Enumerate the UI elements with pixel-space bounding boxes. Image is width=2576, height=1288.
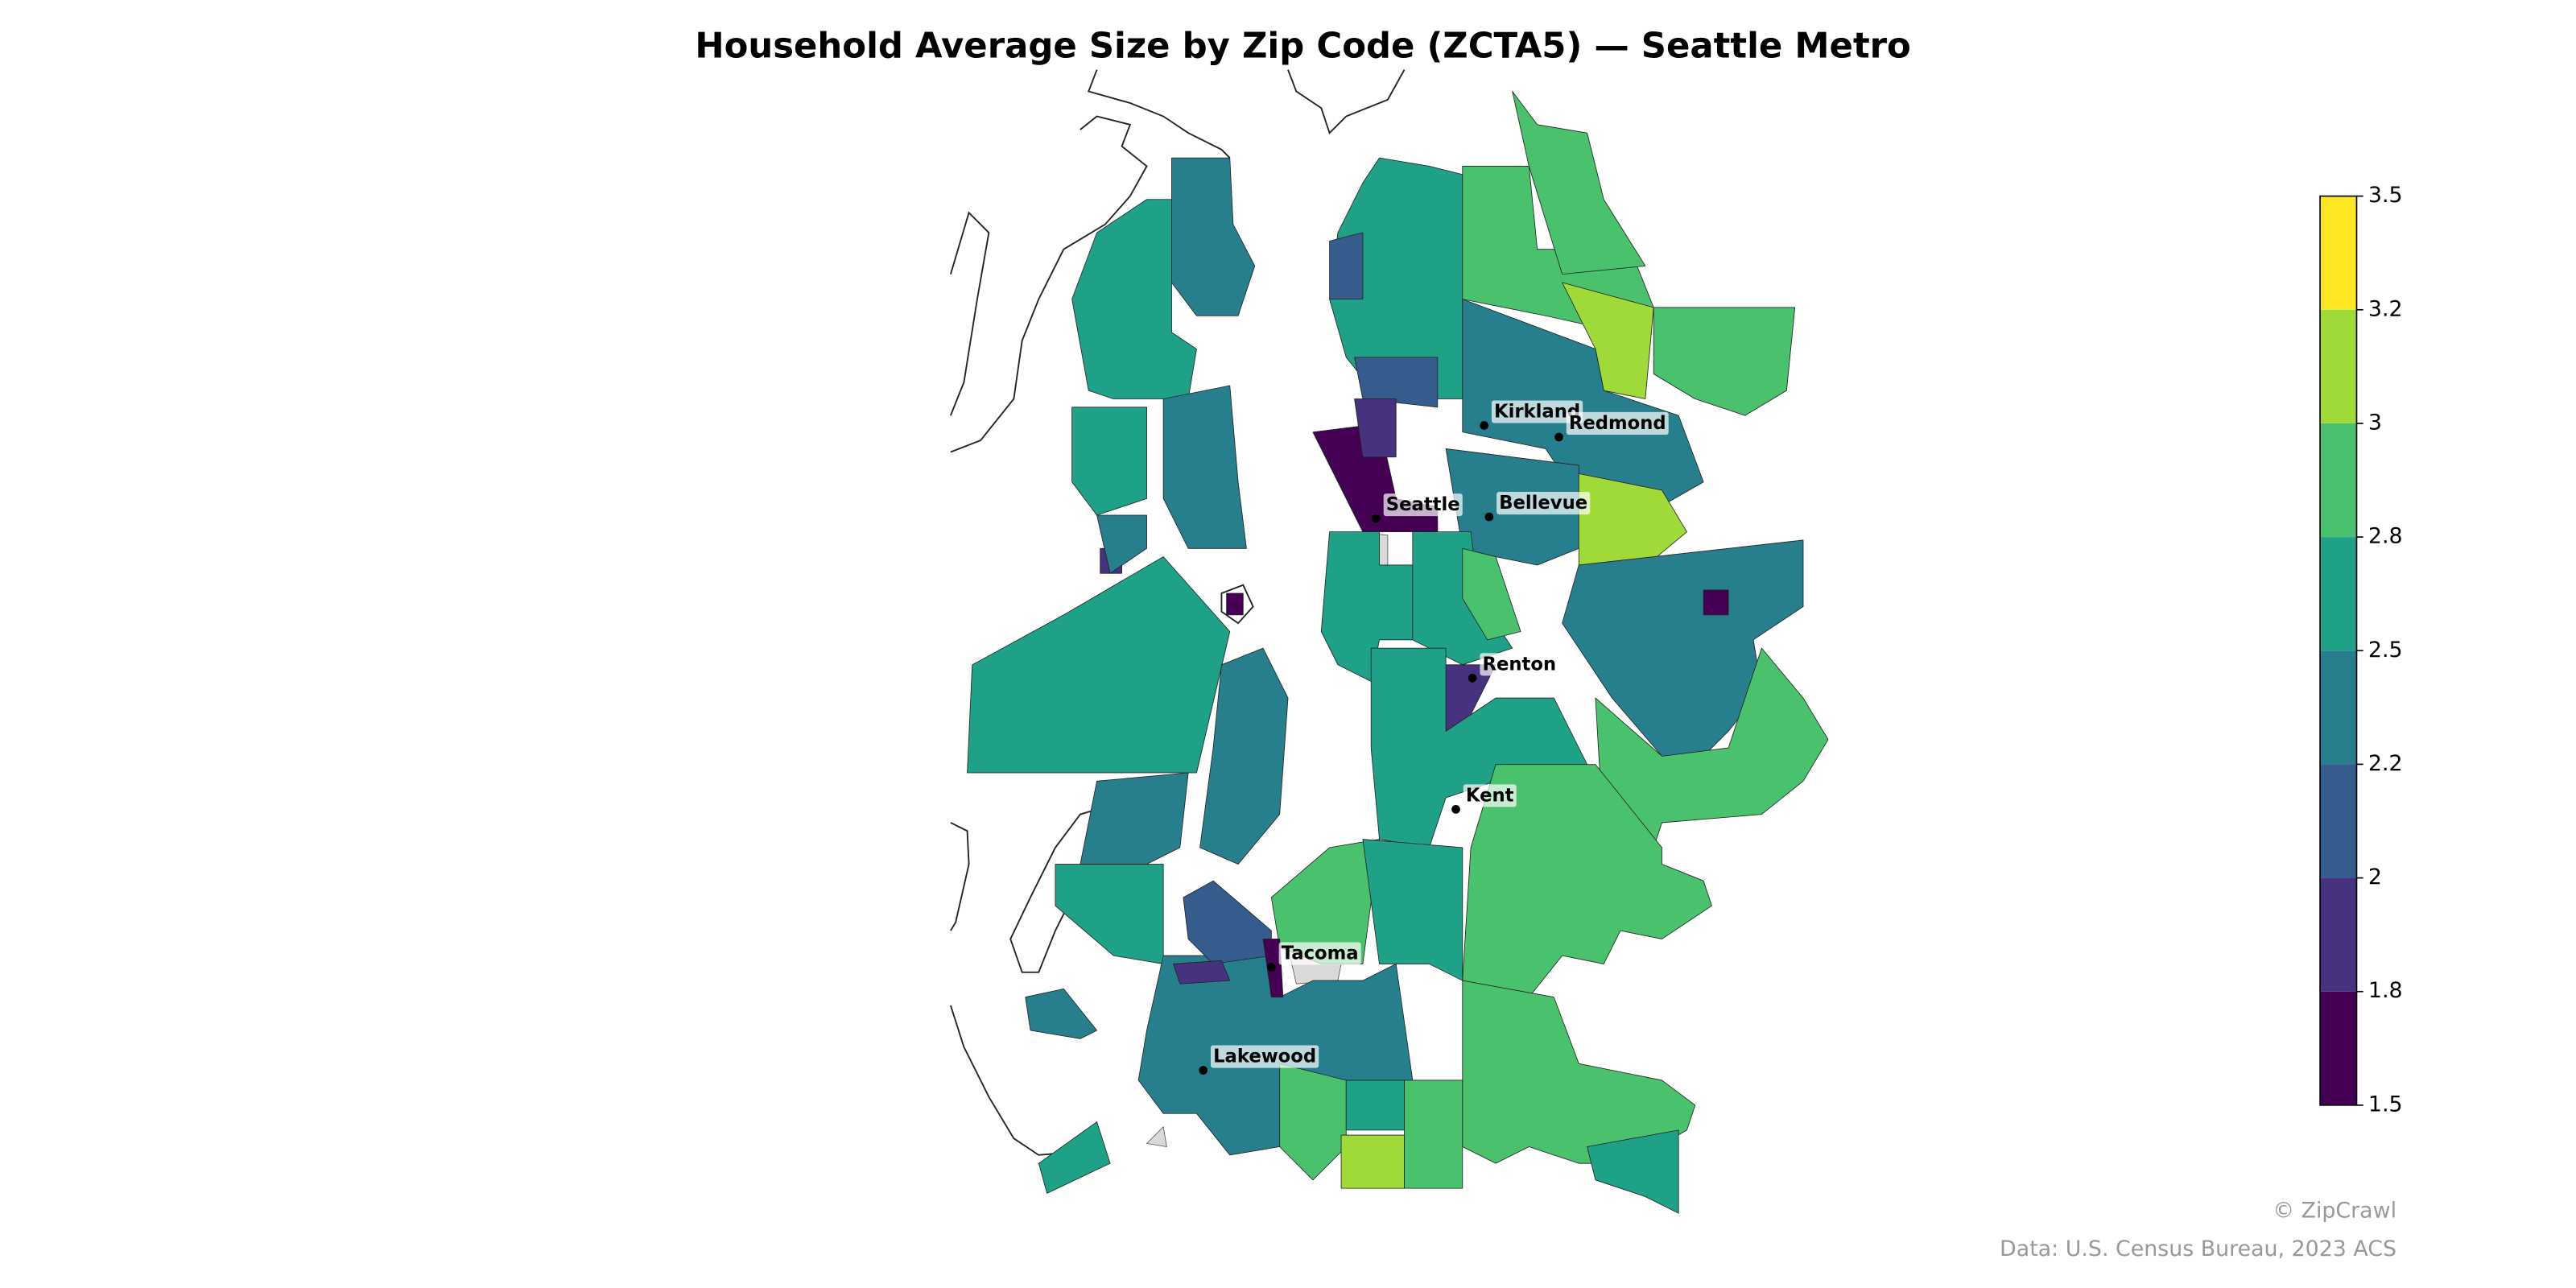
colorbar-tick-label: 2 (2368, 865, 2382, 890)
zip-region (1340, 1134, 1405, 1189)
zip-region (1404, 1080, 1463, 1189)
colorbar-segment (2320, 650, 2357, 765)
city-label: Redmond (1569, 413, 1666, 434)
colorbar-segment (2320, 196, 2357, 310)
zip-regions (967, 91, 1829, 1214)
city-label-background (1566, 411, 1669, 435)
map-title: Household Average Size by Zip Code (ZCTA… (695, 26, 1911, 66)
city-marker (1266, 963, 1276, 972)
city-label: Bellevue (1499, 493, 1587, 514)
city-marker (1451, 805, 1460, 814)
coastline (1009, 805, 1109, 973)
zip-region (1703, 589, 1729, 616)
zip-region (1199, 647, 1289, 865)
city-marker (1480, 421, 1488, 430)
city-label: Kirkland (1494, 402, 1580, 423)
zip-region (1279, 1063, 1347, 1181)
zip-region (1462, 547, 1521, 641)
colorbar-segment (2320, 764, 2357, 878)
zip-region (1462, 299, 1704, 516)
city-marker (1468, 673, 1477, 683)
city-label: Lakewood (1213, 1046, 1316, 1067)
colorbar-tick-label: 2.8 (2368, 524, 2403, 549)
source-note: Data: U.S. Census Bureau, 2023 ACS (2000, 1236, 2396, 1261)
zip-region (1055, 864, 1164, 964)
colorbar: 1.5 1.8 2 2.2 2.5 2.8 3 3.2 3.5 (2319, 183, 2403, 1117)
city-marker (1484, 512, 1494, 522)
city-marker (1372, 514, 1381, 523)
zip-region (1025, 988, 1097, 1039)
colorbar-tick-label: 3.5 (2368, 183, 2403, 208)
zip-region (1096, 514, 1147, 574)
zip-region (1226, 592, 1244, 616)
coastlines (950, 69, 1406, 1156)
city-marker (1554, 432, 1563, 442)
zip-region (1173, 960, 1231, 985)
no-data-region (1146, 1125, 1167, 1148)
city-label-background (1463, 784, 1517, 807)
zip-region (1162, 385, 1247, 549)
zip-region (1512, 91, 1646, 275)
colorbar-tick-label: 3 (2368, 410, 2382, 435)
city-label-background (1480, 653, 1559, 676)
zip-region (1171, 157, 1256, 316)
zip-region (1354, 357, 1439, 408)
zip-region (1038, 1121, 1111, 1194)
city-label-background (1210, 1045, 1319, 1068)
coastline (950, 1005, 1097, 1156)
zip-region (1071, 407, 1147, 516)
city-marker (1199, 1066, 1208, 1075)
colorbar-tick-label: 3.2 (2368, 296, 2403, 321)
zip-region (1587, 1129, 1679, 1214)
coastline (1220, 584, 1254, 625)
city-label-background (1383, 493, 1463, 517)
city-label: Tacoma (1282, 943, 1359, 964)
coastline (1287, 69, 1406, 134)
zip-region (1071, 199, 1197, 399)
zip-region (1653, 307, 1796, 416)
zip-region (967, 556, 1231, 774)
city-label-background (1491, 400, 1583, 423)
city-label: Kent (1466, 785, 1514, 806)
coastline (950, 822, 970, 931)
colorbar-tick-label: 1.8 (2368, 978, 2403, 1003)
colorbar-segment (2320, 423, 2357, 538)
city-label: Seattle (1386, 494, 1460, 515)
colorbar-segment (2320, 309, 2357, 423)
colorbar-segment (2320, 991, 2357, 1105)
zip-region (1329, 232, 1364, 300)
zip-region (1080, 772, 1189, 865)
coastline (950, 115, 1148, 453)
colorbar-tick-label: 1.5 (2368, 1092, 2403, 1117)
coastline (950, 211, 990, 416)
colorbar-tick-label: 2.5 (2368, 638, 2403, 663)
zip-region (1578, 473, 1687, 574)
colorbar-tick-label: 2.2 (2368, 751, 2403, 776)
colorbar-segment (2320, 537, 2357, 651)
zip-region (1354, 398, 1397, 458)
zip-region (1595, 647, 1829, 848)
credit: © ZipCrawl (2273, 1199, 2396, 1224)
colorbar-segment (2320, 877, 2357, 992)
zip-region (1562, 282, 1654, 399)
zip-region (1320, 531, 1414, 682)
zip-region (1345, 1080, 1405, 1131)
city-label-background (1496, 492, 1591, 515)
coastline (1088, 69, 1231, 159)
zip-region (1362, 839, 1463, 981)
city-label: Renton (1483, 654, 1557, 675)
city-label-background (1278, 942, 1361, 965)
